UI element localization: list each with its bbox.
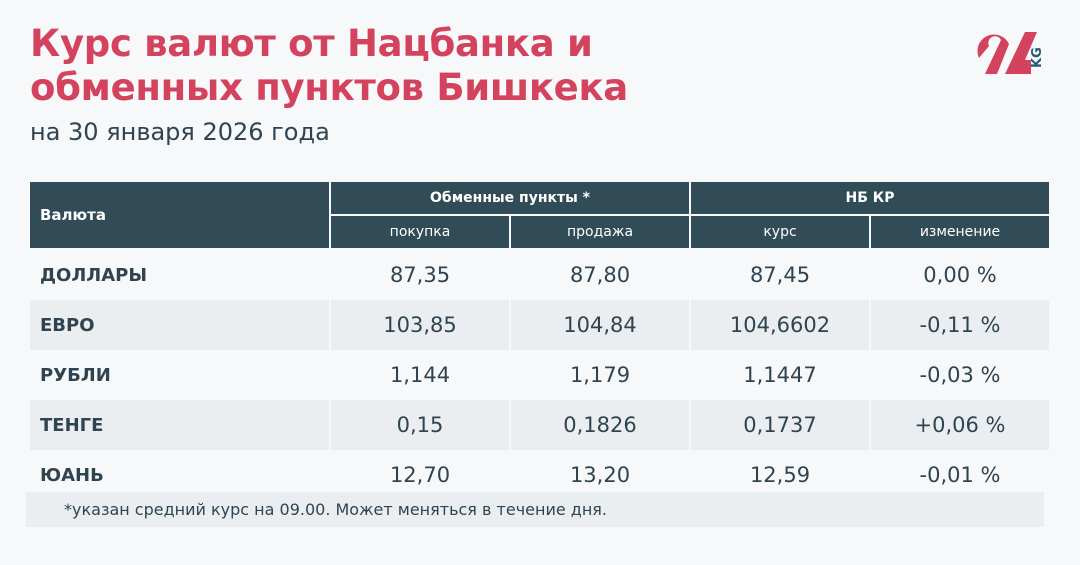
rate-value: 12,59 bbox=[689, 450, 871, 500]
change-value: +0,06 % bbox=[869, 400, 1051, 450]
header-exchange-points: Обменные пункты * bbox=[329, 180, 691, 216]
rate-value: 87,45 bbox=[689, 249, 871, 300]
header-buy: покупка bbox=[329, 214, 511, 250]
title-line-1: Курс валют от Нацбанка и bbox=[30, 22, 593, 65]
change-value: -0,11 % bbox=[869, 300, 1051, 350]
rate-value: 1,1447 bbox=[689, 350, 871, 400]
title-line-2: обменных пунктов Бишкека bbox=[30, 66, 628, 109]
page-title: Курс валют от Нацбанка и обменных пунктов… bbox=[30, 22, 628, 110]
buy-value: 103,85 bbox=[329, 300, 511, 350]
sell-value: 0,1826 bbox=[509, 400, 691, 450]
table-row: ЕВРО 103,85 104,84 104,6602 -0,11 % bbox=[30, 300, 1051, 350]
currency-table: Валюта Обменные пункты * НБ КР покупка п… bbox=[30, 180, 1051, 500]
buy-value: 12,70 bbox=[329, 450, 511, 500]
change-value: -0,03 % bbox=[869, 350, 1051, 400]
date-subtitle: на 30 января 2026 года bbox=[30, 118, 330, 146]
table-row: ЮАНЬ 12,70 13,20 12,59 -0,01 % bbox=[30, 450, 1051, 500]
buy-value: 87,35 bbox=[329, 249, 511, 300]
currency-name: ТЕНГЕ bbox=[30, 400, 331, 450]
sell-value: 87,80 bbox=[509, 249, 691, 300]
sell-value: 1,179 bbox=[509, 350, 691, 400]
currency-name: ЕВРО bbox=[30, 300, 331, 350]
table-row: ТЕНГЕ 0,15 0,1826 0,1737 +0,06 % bbox=[30, 400, 1051, 450]
currency-name: ЮАНЬ bbox=[30, 450, 331, 500]
header-nbkr: НБ КР bbox=[689, 180, 1051, 216]
currency-name: ДОЛЛАРЫ bbox=[30, 249, 331, 300]
currency-name: РУБЛИ bbox=[30, 350, 331, 400]
table-row: ДОЛЛАРЫ 87,35 87,80 87,45 0,00 % bbox=[30, 249, 1051, 300]
buy-value: 0,15 bbox=[329, 400, 511, 450]
footnote: *указан средний курс на 09.00. Может мен… bbox=[26, 492, 1044, 527]
table-row: РУБЛИ 1,144 1,179 1,1447 -0,03 % bbox=[30, 350, 1051, 400]
change-value: -0,01 % bbox=[869, 450, 1051, 500]
24kg-logo: KG bbox=[977, 32, 1045, 74]
header-currency: Валюта bbox=[30, 180, 331, 250]
svg-text:KG: KG bbox=[1030, 47, 1045, 68]
header-change: изменение bbox=[869, 214, 1051, 250]
buy-value: 1,144 bbox=[329, 350, 511, 400]
header-rate: курс bbox=[689, 214, 871, 250]
rate-value: 0,1737 bbox=[689, 400, 871, 450]
rate-value: 104,6602 bbox=[689, 300, 871, 350]
header-sell: продажа bbox=[509, 214, 691, 250]
sell-value: 13,20 bbox=[509, 450, 691, 500]
sell-value: 104,84 bbox=[509, 300, 691, 350]
change-value: 0,00 % bbox=[869, 249, 1051, 300]
